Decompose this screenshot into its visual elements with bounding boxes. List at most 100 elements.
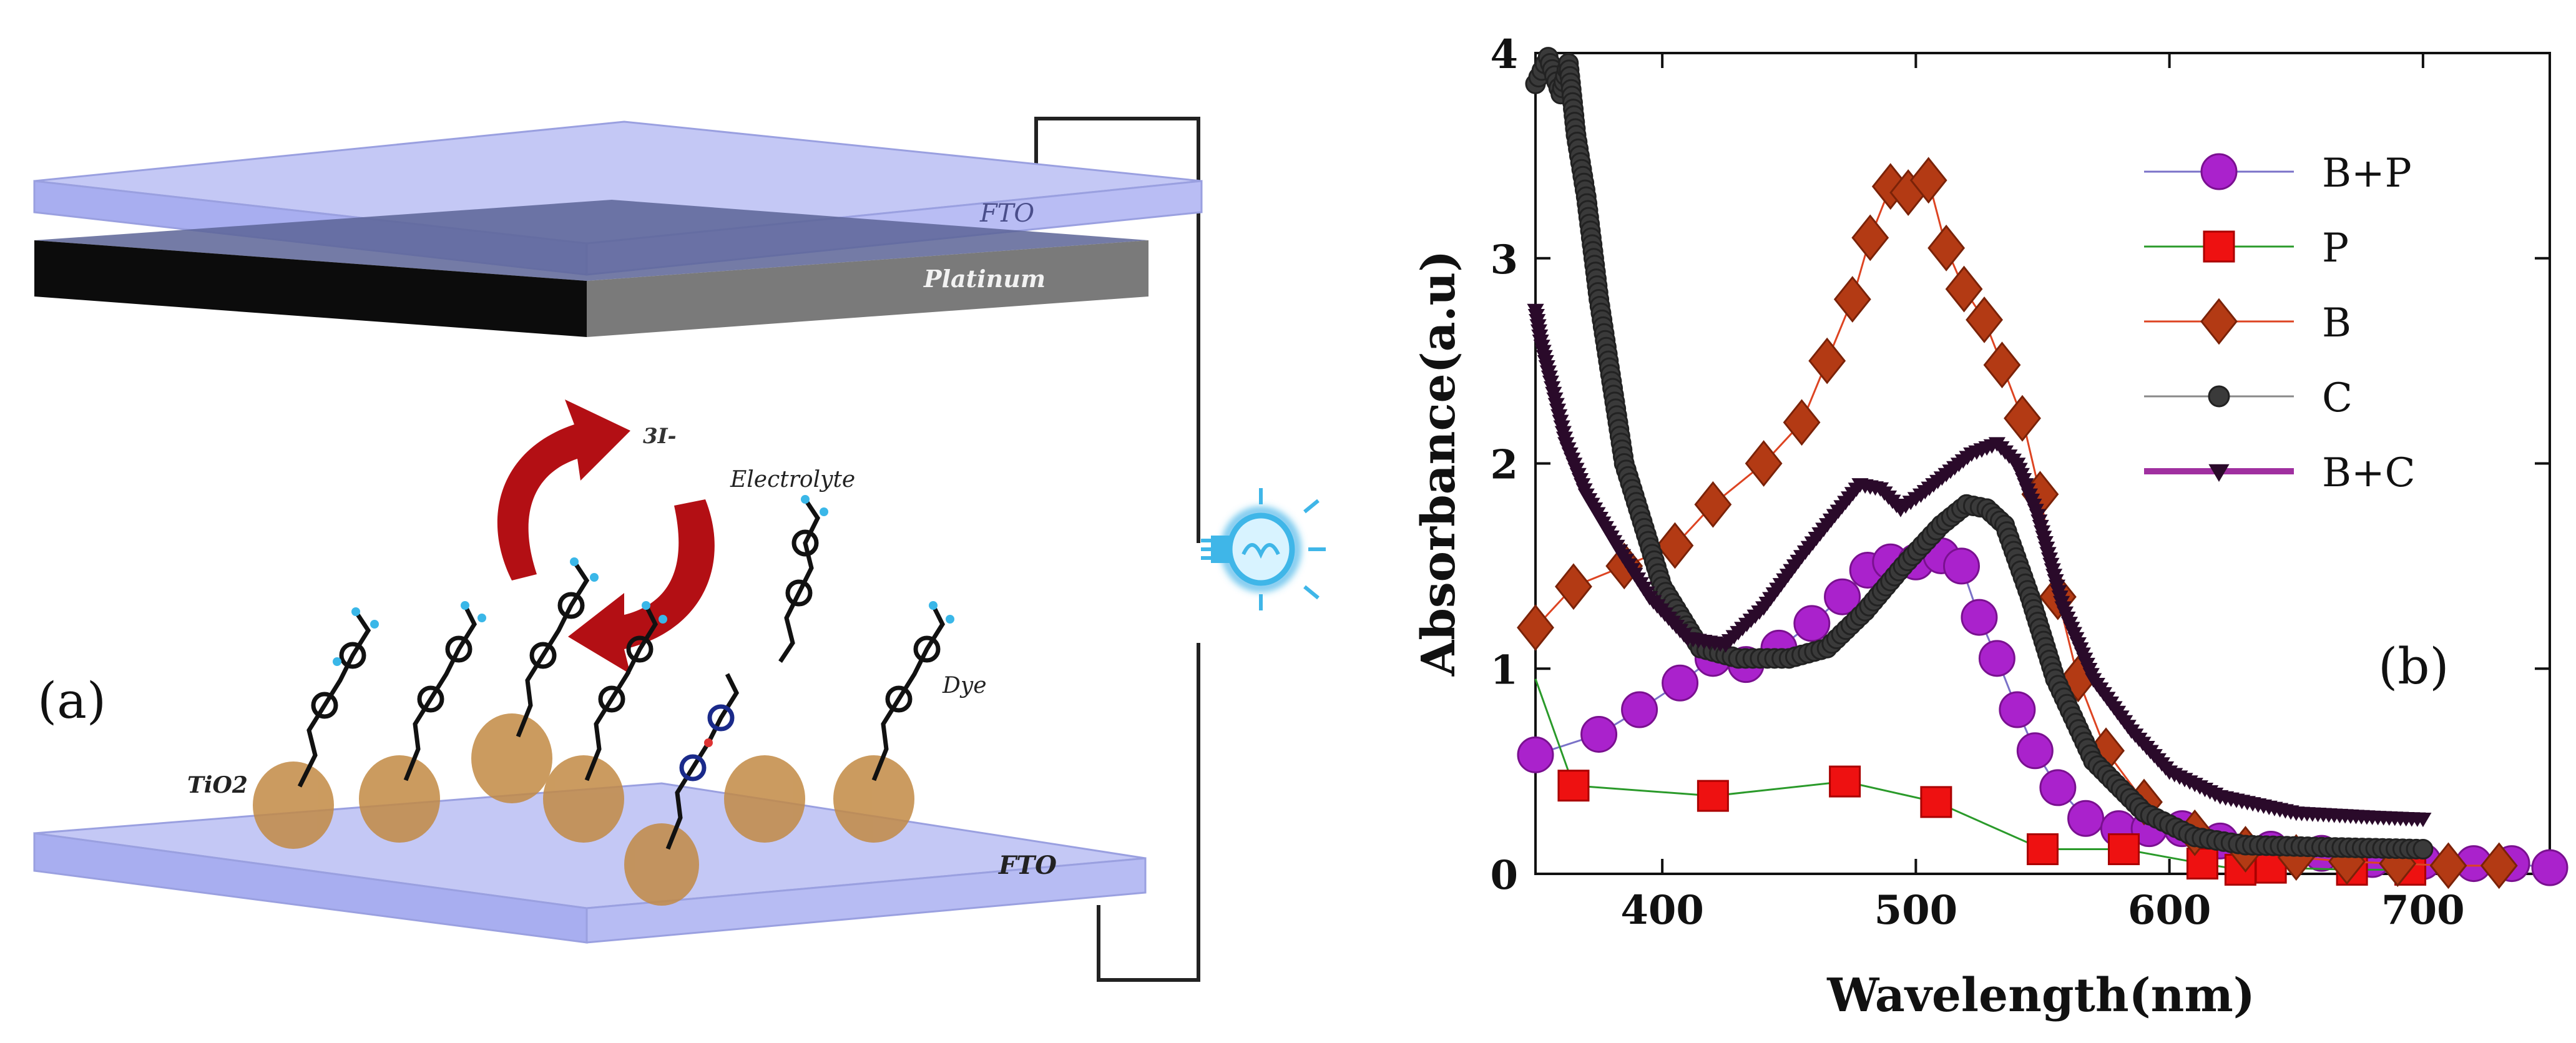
chart-layer: 400 500 600 700 0 1 2 3 4 bbox=[1490, 31, 2569, 934]
series-line bbox=[1534, 179, 2499, 867]
data-point bbox=[1808, 337, 1846, 384]
data-point bbox=[1999, 691, 2036, 728]
dye-molecule bbox=[584, 601, 667, 781]
data-point bbox=[2004, 394, 2041, 442]
panel-b-chart: 400 500 600 700 0 1 2 3 4 Absorbance(a.u) Wavele… bbox=[1412, 31, 2569, 1022]
data-point bbox=[1555, 563, 1592, 610]
data-point bbox=[2108, 833, 2140, 866]
data-point bbox=[1945, 265, 1983, 313]
tio2-particle bbox=[359, 755, 440, 843]
redox-arrow-lower bbox=[568, 499, 715, 674]
legend-entry: P bbox=[2144, 225, 2349, 272]
data-point bbox=[2039, 769, 2077, 806]
y-tick-label: 4 bbox=[1490, 31, 1518, 78]
legend-marker bbox=[2203, 230, 2235, 263]
data-point bbox=[1580, 715, 1618, 753]
dye-molecule bbox=[665, 673, 740, 850]
legend-entry: B+P bbox=[2144, 150, 2412, 197]
legend-label: B+C bbox=[2322, 450, 2416, 496]
data-point bbox=[1694, 481, 1732, 528]
data-point bbox=[1920, 786, 1952, 818]
legend-entry: B+C bbox=[2144, 450, 2416, 496]
x-tick-label: 400 bbox=[1620, 887, 1704, 934]
data-point bbox=[1978, 640, 2015, 677]
x-tick-label: 600 bbox=[2128, 887, 2211, 934]
legend-label: B bbox=[2322, 300, 2351, 346]
iodide-label: 3I- bbox=[643, 424, 677, 449]
tio2-particle bbox=[624, 823, 699, 906]
dye-molecule bbox=[516, 557, 599, 738]
data-point bbox=[2016, 732, 2054, 770]
y-tick-label: 2 bbox=[1490, 442, 1518, 489]
x-axis-label: Wavelength(nm) bbox=[1826, 969, 2255, 1022]
legend-entry: C bbox=[2144, 375, 2353, 421]
data-point bbox=[2186, 848, 2218, 880]
y-tick-label: 3 bbox=[1490, 237, 1518, 283]
data-point bbox=[1793, 605, 1831, 642]
external-circuit-wire bbox=[1034, 117, 1200, 982]
electrolyte-label: Electrolyte bbox=[730, 467, 855, 492]
tio2-label: TiO2 bbox=[187, 772, 248, 798]
x-tick-label: 500 bbox=[1874, 887, 1958, 934]
legend-label: C bbox=[2322, 375, 2353, 421]
data-point bbox=[1557, 770, 1590, 802]
tio2-particle bbox=[471, 713, 552, 803]
dye-molecule bbox=[403, 601, 486, 781]
tio2-particle bbox=[724, 755, 805, 843]
tio2-particle bbox=[253, 761, 334, 849]
data-point bbox=[1833, 276, 1871, 323]
data-point bbox=[1983, 341, 2021, 389]
bottom-fto-label: FTO bbox=[998, 851, 1057, 880]
panel-a-label: (a) bbox=[37, 672, 106, 730]
legend-label: P bbox=[2322, 225, 2349, 272]
legend-marker bbox=[2208, 385, 2230, 408]
data-point bbox=[1656, 522, 1694, 569]
legend-marker bbox=[2200, 298, 2238, 345]
data-point bbox=[1662, 664, 1699, 702]
platinum-label: Platinum bbox=[923, 265, 1046, 293]
platinum-layer bbox=[34, 200, 1148, 337]
data-point bbox=[2027, 833, 2059, 866]
data-point bbox=[2067, 800, 2105, 837]
data-point bbox=[1745, 440, 1783, 487]
tio2-particle bbox=[833, 755, 914, 843]
data-point bbox=[1927, 224, 1966, 272]
panel-a-diagram: FTO Platinum 3I- Electrolyte FTO bbox=[33, 117, 1326, 982]
data-point bbox=[1966, 296, 2003, 343]
redox-cycle-arrows bbox=[497, 399, 715, 674]
redox-arrow-upper bbox=[497, 399, 630, 580]
data-point bbox=[1824, 578, 1861, 615]
data-point bbox=[1697, 780, 1729, 812]
dye-molecule bbox=[778, 495, 828, 663]
data-point bbox=[1961, 599, 1998, 636]
data-point bbox=[1909, 157, 1947, 204]
legend-label: B+P bbox=[2322, 150, 2412, 197]
data-point bbox=[1517, 736, 1554, 773]
series-b bbox=[1517, 157, 2518, 889]
data-point bbox=[1851, 214, 1889, 262]
y-axis-label: Absorbance(a.u) bbox=[1412, 250, 1466, 677]
tio2-particles bbox=[253, 713, 914, 906]
series-b-plus-c bbox=[1527, 303, 2432, 828]
data-point bbox=[1943, 547, 1980, 585]
data-point bbox=[2412, 839, 2434, 860]
y-tick-label: 1 bbox=[1490, 647, 1518, 693]
dye-molecule bbox=[297, 607, 379, 788]
dye-molecules bbox=[297, 495, 954, 850]
data-point bbox=[2429, 842, 2467, 889]
data-point bbox=[1621, 691, 1658, 728]
top-fto-label: FTO bbox=[979, 199, 1034, 228]
data-point bbox=[1783, 399, 1821, 446]
legend-marker bbox=[2208, 464, 2230, 482]
panel-b-label: (b) bbox=[2378, 637, 2449, 695]
data-point bbox=[1517, 604, 1554, 651]
legend-marker bbox=[2200, 153, 2238, 190]
dye-molecule bbox=[871, 601, 954, 781]
data-point bbox=[2531, 849, 2569, 886]
tio2-particle bbox=[543, 755, 624, 843]
y-tick-label: 0 bbox=[1490, 852, 1518, 899]
legend-entry: B bbox=[2144, 298, 2351, 346]
data-point bbox=[1829, 765, 1861, 798]
light-bulb-icon bbox=[1201, 488, 1326, 610]
